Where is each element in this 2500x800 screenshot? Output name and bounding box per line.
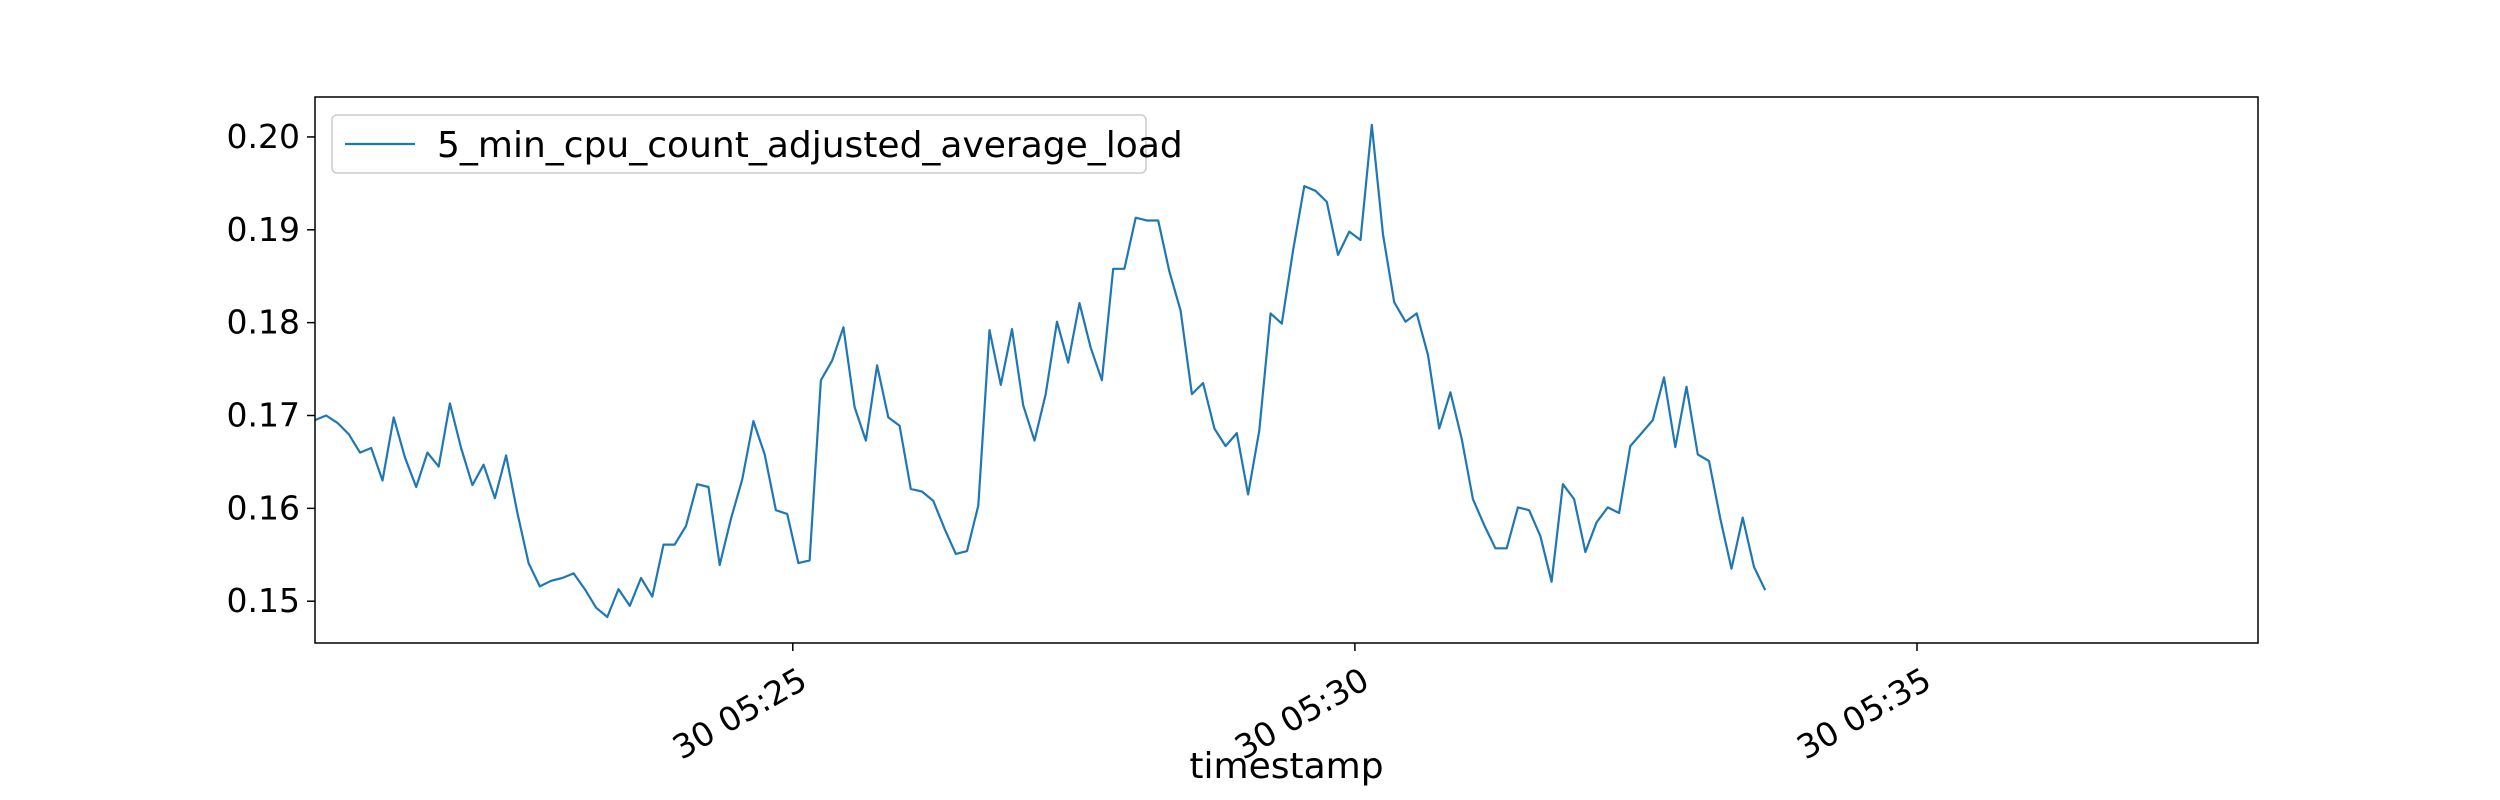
plot-area <box>314 123 1767 619</box>
legend-box <box>331 114 1147 174</box>
y-tick-label: 0.15 <box>227 581 300 620</box>
y-tick-label: 0.16 <box>227 488 300 527</box>
plot-frame <box>314 96 2259 644</box>
legend-entry-label: 5_min_cpu_count_adjusted_average_load <box>437 125 1183 166</box>
y-tick-label: 0.20 <box>227 117 300 156</box>
y-axis-ticks: 0.15 0.16 0.17 0.18 0.19 0.20 <box>227 117 315 620</box>
y-tick-label: 0.19 <box>227 210 300 249</box>
y-tick-label: 0.18 <box>227 303 300 342</box>
x-axis-label: timestamp <box>1189 746 1383 787</box>
y-tick-label: 0.17 <box>227 396 300 435</box>
series-line-cpu-load <box>314 123 1767 619</box>
legend: 5_min_cpu_count_adjusted_average_load <box>331 114 1183 174</box>
